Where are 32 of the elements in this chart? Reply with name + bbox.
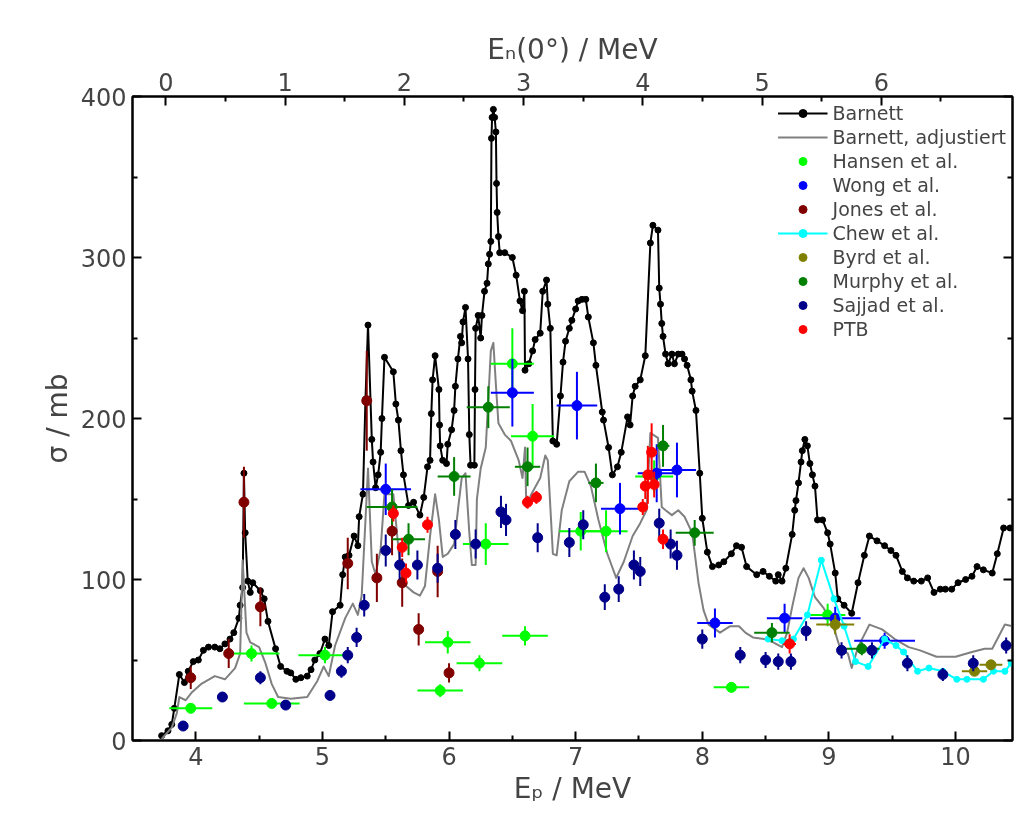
legend-label: Sajjad et al. (832, 294, 945, 316)
x-tick-label: 6 (441, 742, 457, 771)
y-tick-label: 400 (80, 83, 127, 112)
legend-label: Murphy et al. (832, 270, 959, 292)
x-axis-title: Eₚ / MeV (513, 771, 632, 805)
x2-tick-label: 4 (635, 68, 651, 97)
x-tick-label: 4 (188, 742, 204, 771)
y-tick-label: 0 (111, 727, 127, 756)
legend-label: Barnett (832, 102, 904, 124)
x2-tick-label: 2 (396, 68, 413, 97)
y-tick-label: 300 (80, 244, 127, 273)
legend-label: Barnett, adjustiert (832, 126, 1006, 148)
legend-label: PTB (832, 318, 869, 340)
x2-tick-label: 3 (515, 68, 532, 97)
x2-tick-label: 0 (158, 68, 174, 97)
x2-tick-label: 5 (754, 68, 770, 97)
legend-label: Wong et al. (832, 174, 941, 196)
x-tick-label: 5 (314, 742, 331, 771)
x2-tick-label: 6 (873, 68, 889, 97)
x-tick-label: 9 (821, 742, 837, 771)
y-tick-label: 100 (80, 566, 127, 595)
x2-tick-label: 1 (277, 68, 293, 97)
x2-axis-title: Eₙ(0°) / MeV (487, 32, 658, 66)
legend-label: Jones et al. (832, 198, 938, 220)
y-axis-title: σ / mb (40, 373, 74, 464)
x-tick-label: 8 (694, 742, 710, 771)
legend-label: Byrd et al. (832, 246, 931, 268)
x-tick-label: 10 (940, 742, 971, 771)
y-tick-label: 200 (80, 405, 127, 434)
legend-label: Chew et al. (832, 222, 940, 244)
legend-label: Hansen et al. (832, 150, 959, 172)
x-tick-label: 7 (568, 742, 584, 771)
